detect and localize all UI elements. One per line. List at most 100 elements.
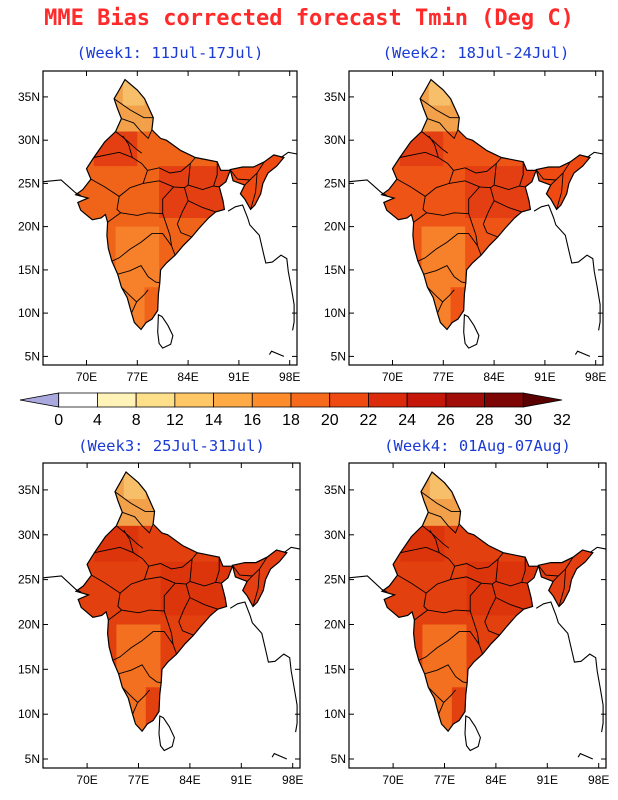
lat-tick-label: 10N (324, 306, 346, 320)
field-region-southeast (145, 687, 176, 732)
sri-lanka-outline (464, 715, 481, 752)
temperature-field (382, 472, 593, 732)
state-boundary (148, 558, 193, 570)
state-boundary (147, 163, 191, 174)
lon-tick-label: 77E (127, 370, 148, 384)
state-boundary (468, 213, 478, 246)
state-boundary (417, 233, 482, 262)
state-boundary (107, 212, 121, 223)
coastline (283, 546, 301, 554)
state-boundary (108, 609, 122, 621)
colorbar-label: 24 (398, 412, 416, 429)
coastline (42, 575, 82, 593)
field-region-ladakh (429, 472, 452, 499)
map-frame (348, 70, 604, 366)
state-boundary (115, 131, 142, 154)
state-boundary (418, 631, 484, 661)
colorbar-label: 26 (437, 412, 455, 429)
lon-tick-label: 70E (382, 773, 403, 787)
field-region-south (76, 624, 161, 732)
state-boundary (189, 580, 222, 587)
lat-tick-label: 10N (18, 306, 40, 320)
state-boundary (121, 686, 139, 703)
india-border (380, 471, 540, 733)
lat-tick-label: 25N (324, 573, 346, 587)
lat-tick-label: 35N (18, 90, 40, 104)
field-region-west-coast (381, 226, 422, 270)
sri-lanka-outline (158, 715, 175, 752)
field-region-west-coast (76, 624, 117, 670)
lat-tick-label: 20N (324, 618, 346, 632)
field-region-southeast (451, 687, 482, 732)
lat-tick-label: 15N (324, 662, 346, 676)
state-boundary (176, 200, 192, 238)
lon-tick-label: 91E (228, 370, 249, 384)
lon-tick-label: 77E (433, 370, 454, 384)
lat-tick-label: 15N (324, 263, 346, 277)
state-boundary (116, 525, 144, 549)
map-frame (42, 462, 301, 769)
lon-tick-label: 98E (588, 773, 609, 787)
lon-tick-label: 70E (76, 370, 97, 384)
state-boundary (422, 525, 450, 549)
state-boundary (484, 597, 500, 636)
field-region-south (381, 226, 466, 330)
coastline (589, 546, 607, 554)
lon-tick-label: 98E (585, 370, 606, 384)
lat-tick-label: 10N (18, 707, 40, 721)
lon-tick-label: 84E (179, 773, 200, 787)
colorbar-label: 4 (93, 412, 102, 429)
colorbar-swatch (368, 392, 408, 408)
state-boundary (538, 565, 559, 577)
colorbar-label: 18 (282, 412, 300, 429)
lon-tick-label: 84E (177, 370, 198, 384)
panel-title: (Week1: 11Jul-17Jul) (77, 44, 264, 62)
state-boundary (163, 610, 174, 645)
state-boundary (162, 213, 172, 246)
state-boundary (252, 568, 261, 607)
colorbar-label: 8 (132, 412, 141, 429)
northeast-border (535, 154, 591, 211)
state-boundary (185, 583, 218, 610)
state-boundary (427, 686, 445, 703)
figure-title: MME Bias corrected forecast Tmin (Deg C) (44, 6, 574, 31)
state-boundary (454, 558, 499, 570)
panel-title: (Week4: 01Aug-07Aug) (384, 437, 571, 455)
state-boundary (215, 557, 220, 583)
lon-tick-label: 98E (279, 370, 300, 384)
colorbar-swatch (484, 392, 524, 408)
lat-tick-label: 35N (18, 483, 40, 497)
colorbar-swatch (329, 392, 369, 408)
state-boundary (423, 582, 482, 614)
colorbar-label: 28 (476, 412, 494, 429)
state-boundary (427, 286, 443, 303)
colorbar-label: 20 (321, 412, 339, 429)
coastline (280, 151, 298, 158)
state-boundary (112, 631, 178, 661)
state-boundary (123, 530, 134, 553)
coastline (227, 204, 295, 331)
state-boundary (493, 184, 526, 190)
field-region-east (159, 166, 232, 218)
coastline (348, 575, 388, 593)
state-boundary (521, 557, 526, 583)
state-boundary (122, 135, 133, 158)
colorbar-swatch (213, 392, 253, 408)
lat-tick-label: 15N (18, 662, 40, 676)
state-boundary (114, 491, 155, 512)
state-boundary (437, 289, 455, 314)
state-boundary (535, 169, 556, 181)
colorbar-label: 0 (54, 412, 63, 429)
colorbar: 0 4 8 12 14 16 18 20 22 24 26 28 30 32 (19, 392, 571, 429)
state-boundary (121, 286, 137, 303)
state-boundary (419, 98, 460, 119)
state-boundary (428, 511, 460, 534)
field-region-ladakh (122, 79, 145, 106)
state-boundary (93, 151, 142, 164)
india-border (74, 471, 234, 733)
map-panel-week4: (Week4: 01Aug-07Aug) 70E 77E 84E 91E 98E 35N 30… (324, 437, 609, 787)
lon-tick-label: 84E (485, 773, 506, 787)
colorbar-label: 22 (360, 412, 378, 429)
state-boundary (131, 289, 149, 314)
lat-tick-label: 30N (18, 528, 40, 542)
